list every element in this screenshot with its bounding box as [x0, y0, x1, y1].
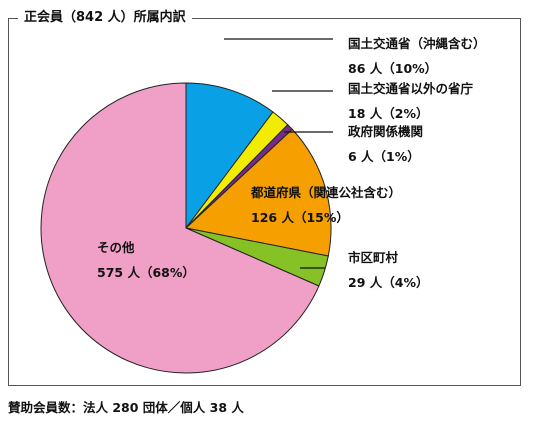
chart-frame — [8, 18, 521, 386]
slice-label-mlit: 国土交通省（沖縄含む） — [348, 36, 486, 51]
slice-label-municipalities: 市区町村 — [348, 250, 399, 265]
slice-label-others: その他 — [97, 240, 135, 255]
slice-label-prefectures: 都道府県（関連公社含む） — [250, 185, 401, 200]
pie-slice-prefectures — [184, 128, 332, 257]
slice-label-other_ministries: 国土交通省以外の省庁 — [348, 81, 474, 96]
slice-value-government_agencies: 6 人（1%） — [348, 149, 420, 164]
slice-value-other_ministries: 18 人（2%） — [348, 106, 428, 121]
pie-slice-others — [40, 82, 320, 374]
slice-value-mlit: 86 人（10%） — [348, 61, 437, 76]
pie-slice-mlit — [185, 82, 274, 230]
slice-label-government_agencies: 政府関係機関 — [348, 124, 423, 139]
slice-value-municipalities: 29 人（4%） — [348, 275, 428, 290]
slice-value-others: 575 人（68%） — [97, 265, 195, 280]
slice-value-prefectures: 126 人（15%） — [251, 210, 349, 225]
chart-title: 正会員（842 人）所属内訳 — [18, 8, 192, 28]
supporting-members-note: 賛助会員数：法人 280 団体／個人 38 人 — [8, 400, 244, 415]
